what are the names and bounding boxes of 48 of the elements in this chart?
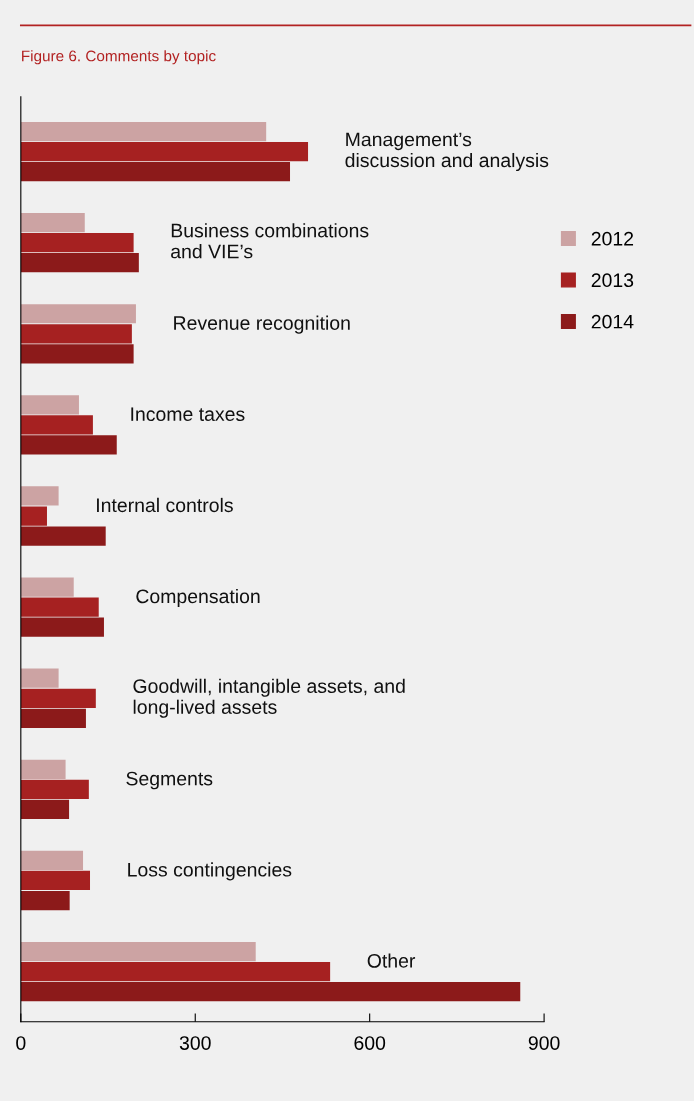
y-tick-label: Income taxes xyxy=(131,407,245,422)
bar xyxy=(20,526,106,546)
bar xyxy=(20,688,96,708)
bar xyxy=(20,617,104,637)
y-tick-label: Loss contingencies xyxy=(128,862,292,881)
legend-label: 2014 xyxy=(591,314,634,329)
y-tick-label: Business combinations and VIE’s xyxy=(171,223,369,259)
x-tick-label: 300 xyxy=(179,1036,211,1050)
bar xyxy=(20,941,256,962)
y-tick-label: Other xyxy=(367,953,416,968)
bar xyxy=(20,779,89,799)
bar xyxy=(20,850,84,871)
x-tick-label: 0 xyxy=(16,1036,26,1050)
bar xyxy=(20,506,47,526)
bar xyxy=(20,486,59,506)
legend-label: 2013 xyxy=(591,273,634,288)
y-tick-label: Internal controls xyxy=(97,497,233,513)
bar xyxy=(20,799,70,820)
bar xyxy=(20,141,309,162)
bar xyxy=(20,708,86,728)
y-tick-label: Revenue recognition xyxy=(174,315,350,334)
bar xyxy=(20,253,139,273)
x-tick-label: 600 xyxy=(354,1036,386,1050)
bar xyxy=(20,597,99,617)
bar xyxy=(20,577,74,597)
bar xyxy=(20,668,59,688)
bar xyxy=(20,982,521,1002)
bar xyxy=(20,213,85,233)
bar xyxy=(20,870,91,891)
bar xyxy=(20,324,132,344)
y-tick-label: Compensation xyxy=(136,588,260,608)
chart-title: Figure 6. Comments by topic xyxy=(22,50,216,65)
x-tick-label: 900 xyxy=(528,1036,560,1050)
bar xyxy=(20,161,291,182)
bar xyxy=(20,304,136,324)
bar xyxy=(20,415,93,435)
y-tick-label: Segments xyxy=(126,771,213,790)
bar xyxy=(20,121,267,142)
bar xyxy=(20,233,134,253)
legend-label: 2012 xyxy=(591,231,634,246)
bar xyxy=(20,395,79,415)
bar xyxy=(20,759,66,779)
bar xyxy=(20,961,331,982)
y-tick-label: Goodwill, intangible assets, and long-lived assets xyxy=(133,678,405,718)
bar xyxy=(20,435,117,455)
y-tick-label: Management’s discussion and analysis xyxy=(345,132,549,172)
bar xyxy=(20,890,70,911)
bar xyxy=(20,344,134,364)
